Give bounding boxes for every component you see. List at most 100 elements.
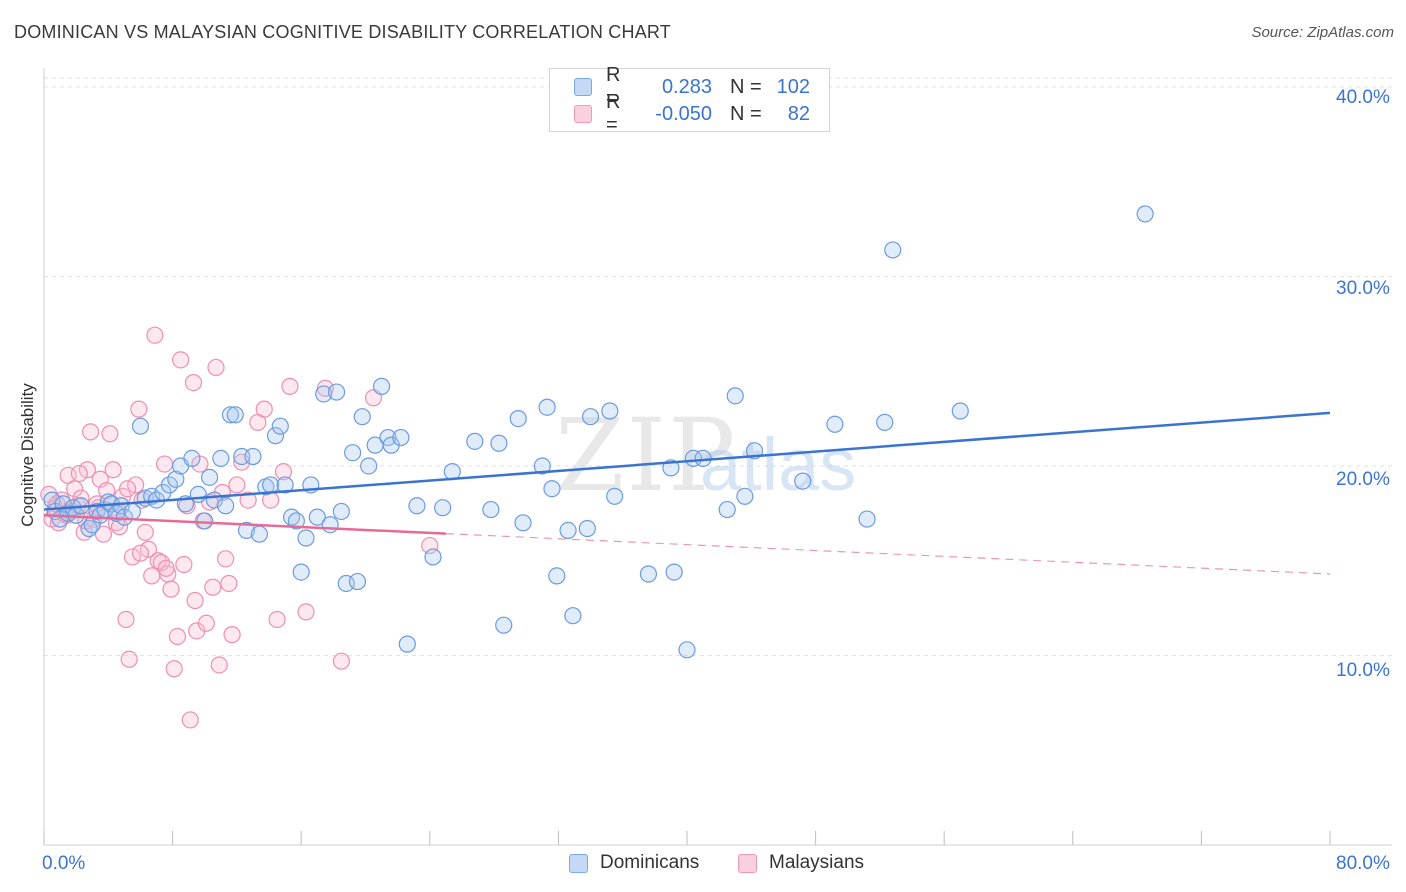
dominicans-point [1136,205,1154,223]
dominicans-point [408,497,426,515]
malaysians-point [217,550,235,568]
malaysians-point [255,400,273,418]
dominicans-point [548,567,566,585]
malaysians-point [131,544,150,562]
dominicans-point [578,519,596,538]
malaysians-point [175,555,193,574]
malaysians-point [172,351,190,369]
r-label: R = [606,64,621,109]
bottom-legend: Dominicans Malaysians [0,852,1406,878]
dominicans-point [581,408,600,426]
malaysians-point [123,548,142,566]
dominicans-point [876,413,894,431]
dominicans-point [189,485,207,504]
dominicans-point [490,434,508,452]
legend-item-malaysians[interactable]: Malaysians [738,852,864,874]
dominicans-point [353,408,371,426]
n-label: N = [730,75,762,98]
dominicans-point [858,510,876,528]
y-tick-label: 40.0% [1336,87,1390,108]
dominicans-point [794,472,812,490]
y-tick-label: 30.0% [1336,278,1390,299]
malaysians-point [70,464,88,483]
malaysians-point [165,660,183,678]
x-min-label: 0.0% [42,853,86,874]
legend-row-dominicans: R = 0.283 N = 102 [574,64,810,109]
dominicans-point [665,563,683,581]
malaysians-point [104,461,122,479]
n-value: 82 [787,102,810,125]
dominicans-point [271,417,289,435]
dominicans-point [564,607,582,625]
malaysians-point [78,461,97,479]
malaysians-point [155,455,174,473]
malaysians-swatch [738,853,757,873]
dominicans-point [262,476,280,494]
malaysians-point [204,578,222,596]
malaysians-point [146,326,164,344]
malaysians-point [162,580,180,598]
watermark-atlas: atlas [700,423,856,506]
dominicans-point [639,565,658,583]
malaysians-point [210,656,228,674]
dominicans-point [321,516,339,534]
legend-row-malaysians: R = -0.050 N = 82 [574,91,810,136]
n-label: N = [730,102,762,125]
malaysians-point [94,525,113,543]
dominicans-point [167,470,185,488]
malaysians-point [117,610,135,629]
legend-label: Dominicans [600,852,700,873]
malaysians-point [184,373,203,392]
dominicans-point [559,521,577,540]
malaysians-trend-extension [445,533,1331,575]
y-tick-label: 10.0% [1336,660,1390,681]
dominicans-point [287,512,305,530]
dominicans-point [736,487,754,505]
malaysians-point [136,523,154,541]
y-axis-label: Cognitive Disability [18,383,37,527]
dominicans-swatch [569,853,588,873]
malaysians-point [220,574,238,593]
malaysians-point [120,650,138,668]
dominicans-point [276,476,294,494]
dominicans-point [392,428,410,447]
dominicans-point [226,406,244,424]
malaysians-point [281,377,299,395]
malaysians-point [127,476,145,494]
r-value: 0.283 [661,75,712,98]
malaysians-point [186,591,204,610]
dominicans-point [678,641,696,659]
dominicans-point [951,402,969,420]
dominicans-point [123,502,142,521]
malaysians-point [130,400,148,418]
malaysians-point [139,540,158,558]
malaysians-point [332,652,350,670]
dominicans-point [372,377,391,395]
dominicans-swatch [574,78,592,96]
malaysians-point [268,610,286,629]
malaysians-point [101,425,119,443]
malaysians-point [65,480,84,498]
malaysians-point [223,626,241,644]
dominicans-point [292,563,310,581]
malaysians-point [157,559,175,577]
dominicans-point [297,529,315,547]
dominicans-point [183,449,201,467]
dominicans-point [217,497,235,515]
watermark-zip: ZIP [555,397,737,514]
legend-label: Malaysians [769,852,865,873]
dominicans-point [726,387,744,405]
watermark: ZIP atlas [555,397,856,514]
dominicans-point [718,500,736,519]
legend-item-dominicans[interactable]: Dominicans [569,852,699,874]
malaysians-point [181,711,199,729]
dominicans-point [327,383,346,401]
dominicans-point [200,468,219,486]
malaysians-point [143,567,161,585]
trend-lines [43,411,1331,575]
axes [43,68,1392,846]
x-max-label: 80.0% [1336,853,1390,874]
malaysians-point [168,627,187,646]
dominicans-trend-line [43,411,1331,511]
y-tick-label: 20.0% [1336,469,1390,490]
